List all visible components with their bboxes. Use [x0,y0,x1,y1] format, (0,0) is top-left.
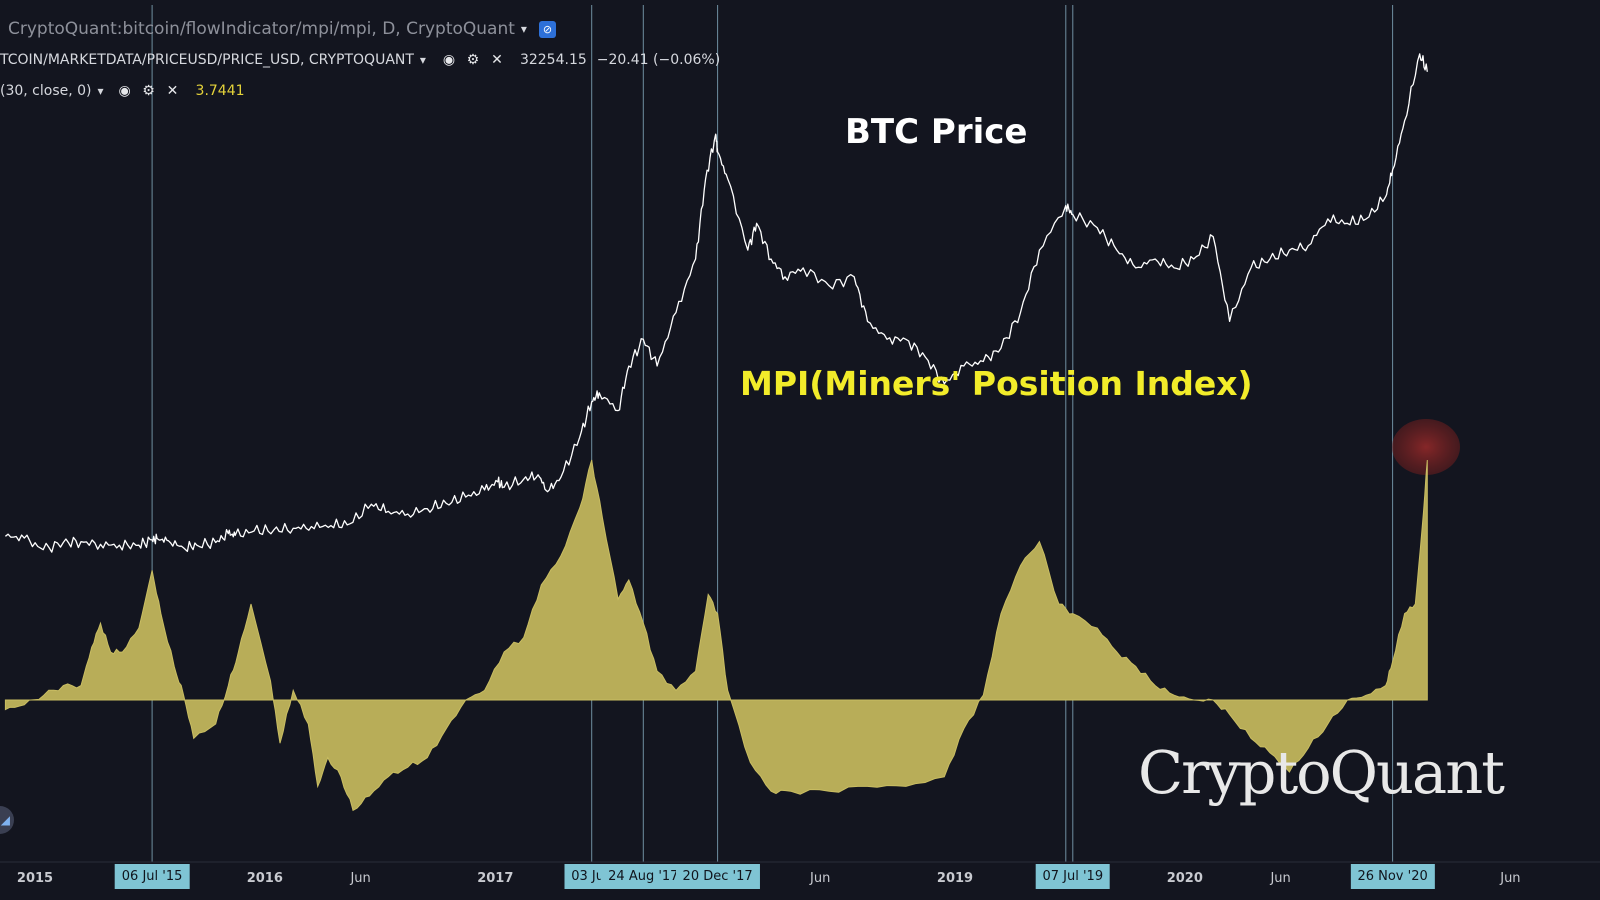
eye-icon[interactable]: ◉ [442,52,456,68]
x-tick-label: Jun [1270,871,1291,886]
mpi-peak-highlight [1392,419,1460,475]
gear-icon[interactable]: ⚙ [466,52,480,68]
eye-icon[interactable]: ◉ [118,83,131,99]
gear-icon[interactable]: ⚙ [142,83,155,99]
indicator-title[interactable]: CryptoQuant:bitcoin/flowIndicator/mpi/mp… [8,19,515,39]
date-marker-tag: 20 Dec '17 [675,864,760,889]
x-tick-label: 2016 [246,871,283,886]
cryptoquant-watermark: CryptoQuant [1138,738,1505,807]
chevron-down-icon[interactable]: ▾ [419,53,426,67]
date-marker-tag: 06 Jul '15 [114,864,190,889]
btc-price-line-series [5,53,1428,553]
x-tick-label: 2017 [477,871,514,886]
chevron-down-icon[interactable]: ▾ [520,22,527,36]
price-value: 32254.15 [519,52,587,68]
close-icon[interactable]: ✕ [166,83,179,99]
btc-price-annotation: BTC Price [845,112,1028,152]
legend-row-mpi: (30, close, 0) ▾ ◉ ⚙ ✕ 3.7441 [0,80,245,102]
date-marker-tag: 24 Aug '17 [601,864,686,889]
x-tick-label: Jun [1500,871,1521,886]
x-tick-label: Jun [810,871,831,886]
date-marker-tag: 26 Nov '20 [1350,864,1435,889]
legend-row-mpi-source: CryptoQuant:bitcoin/flowIndicator/mpi/mp… [0,17,556,41]
mpi-params[interactable]: (30, close, 0) [0,83,92,99]
mpi-annotation: MPI(Miners' Position Index) [740,364,1253,403]
price-change: −20.41 (−0.06%) [596,52,721,68]
close-icon[interactable]: ✕ [491,52,503,68]
x-tick-label: Jun [350,871,371,886]
price-symbol[interactable]: TCOIN/MARKETDATA/PRICEUSD/PRICE_USD, CRY… [0,52,414,68]
drawing-tools-button[interactable]: ◢ [0,806,14,834]
chevron-down-icon[interactable]: ▾ [97,84,104,98]
legend-row-price: TCOIN/MARKETDATA/PRICEUSD/PRICE_USD, CRY… [0,49,720,71]
date-marker-tag: 07 Jul '19 [1035,864,1111,889]
x-tick-label: 2019 [936,871,974,886]
mpi-area-series [4,459,1428,812]
mpi-value: 3.7441 [195,83,245,99]
link-icon[interactable]: ⊘ [538,20,556,38]
x-tick-label: 2020 [1166,871,1203,886]
x-tick-label: 2015 [16,871,54,886]
